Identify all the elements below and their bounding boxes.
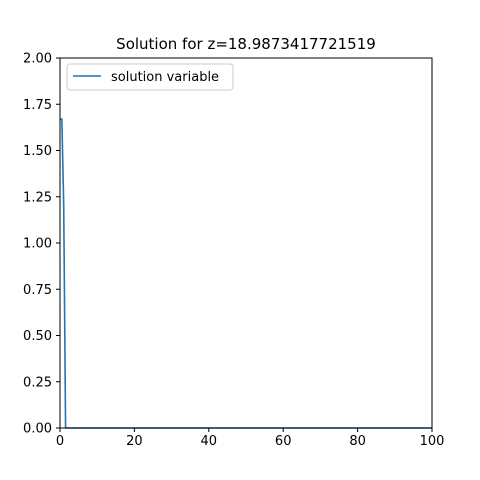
x-tick-label: 20 (126, 434, 143, 449)
x-tick-label: 0 (56, 434, 64, 449)
y-tick-label: 1.00 (23, 237, 52, 252)
x-tick-label: 60 (275, 434, 292, 449)
y-tick-label: 0.25 (23, 375, 52, 390)
x-axis: 0 20 40 60 80 100 (56, 428, 445, 449)
y-tick-label: 0.75 (23, 283, 52, 298)
x-tick-label: 100 (420, 434, 445, 449)
y-tick-label: 1.25 (23, 190, 52, 205)
legend-box (66, 63, 234, 91)
y-axis: 0.00 0.25 0.50 0.75 1.00 1.25 1.50 1.75 2.00 (23, 52, 60, 437)
x-tick-label: 80 (349, 434, 366, 449)
y-tick-label: 2.00 (23, 52, 52, 67)
chart-title: Solution for z=18.9873417721519 (116, 35, 376, 53)
legend-label-solution-variable: solution variable (111, 70, 219, 85)
y-tick-label: 0.00 (23, 422, 52, 437)
y-tick-label: 1.75 (23, 98, 52, 113)
x-tick-label: 40 (201, 434, 218, 449)
y-tick-label: 1.50 (23, 144, 52, 159)
legend: solution variable (66, 63, 234, 91)
y-tick-label: 0.50 (23, 329, 52, 344)
